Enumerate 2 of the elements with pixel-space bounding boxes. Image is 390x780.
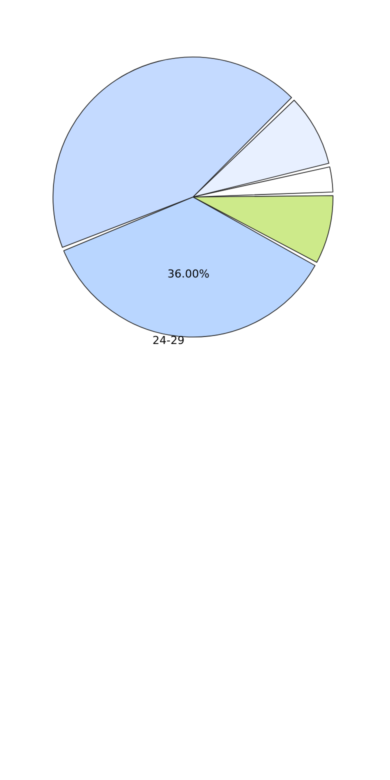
slice-label: 24-29 — [152, 334, 185, 348]
data-label: 36.00% — [167, 267, 210, 280]
